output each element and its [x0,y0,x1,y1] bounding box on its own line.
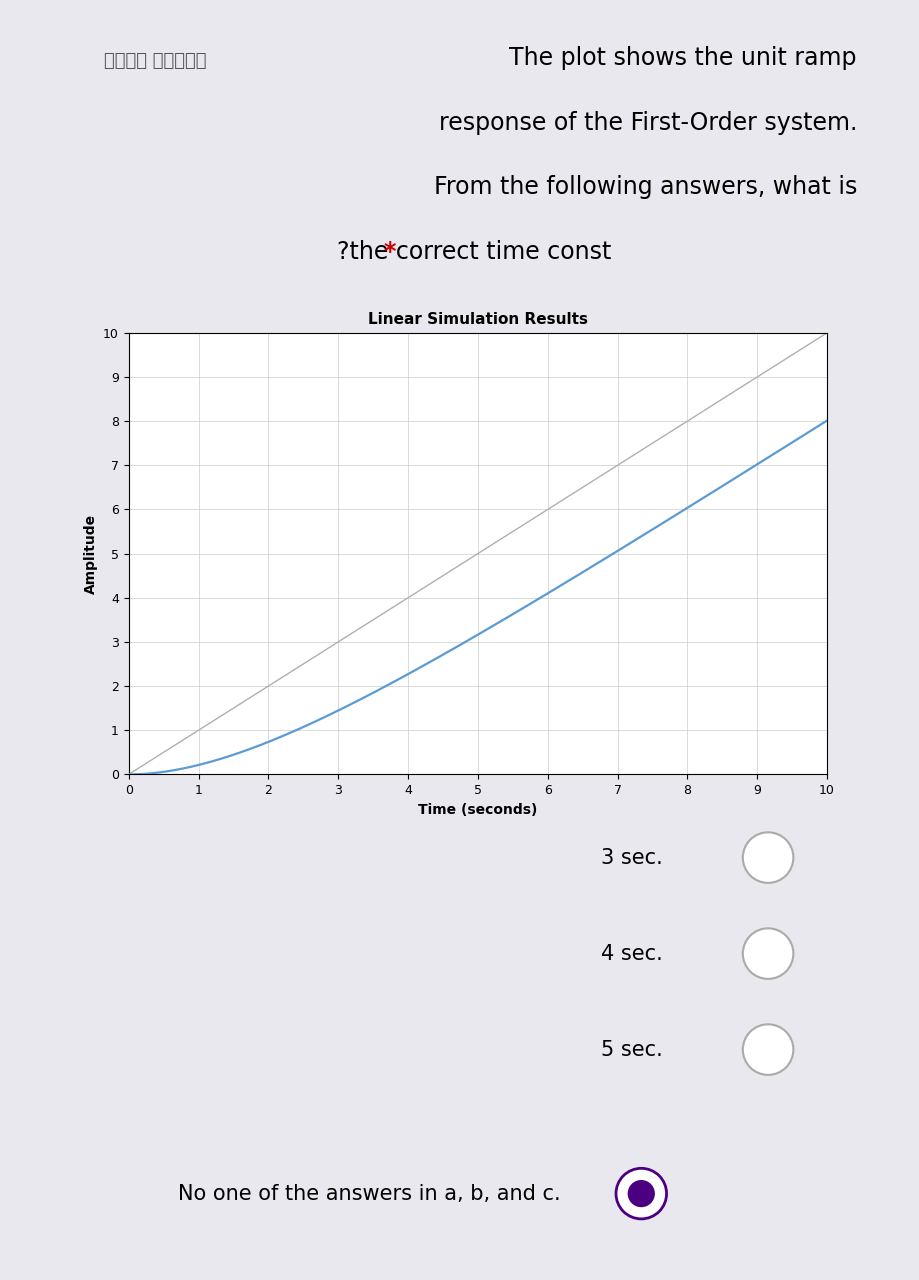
Text: 5 sec.: 5 sec. [601,1039,663,1060]
Ellipse shape [743,928,793,979]
Title: Linear Simulation Results: Linear Simulation Results [368,312,588,328]
Ellipse shape [628,1180,655,1207]
Ellipse shape [616,1169,666,1219]
Ellipse shape [743,1024,793,1075]
Text: 4 sec.: 4 sec. [601,943,663,964]
Text: From the following answers, what is: From the following answers, what is [434,175,857,200]
Text: 3 sec.: 3 sec. [601,847,663,868]
Text: No one of the answers in a, b, and c.: No one of the answers in a, b, and c. [178,1184,561,1203]
Text: The plot shows the unit ramp: The plot shows the unit ramp [509,46,857,70]
X-axis label: Time (seconds): Time (seconds) [418,803,538,817]
Text: ?the correct time const: ?the correct time const [337,241,612,264]
Ellipse shape [743,832,793,883]
Text: response of the First-Order system.: response of the First-Order system. [438,111,857,134]
Text: *: * [384,241,404,264]
Y-axis label: Amplitude: Amplitude [84,513,97,594]
Text: نقطة واحدة: نقطة واحدة [105,52,207,70]
